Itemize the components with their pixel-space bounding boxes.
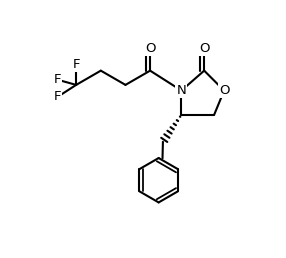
Text: F: F: [54, 73, 61, 86]
Text: F: F: [72, 58, 80, 71]
Text: O: O: [145, 42, 155, 55]
Text: O: O: [219, 84, 229, 97]
Text: F: F: [54, 90, 61, 103]
Text: O: O: [199, 42, 209, 55]
Text: N: N: [176, 84, 186, 97]
